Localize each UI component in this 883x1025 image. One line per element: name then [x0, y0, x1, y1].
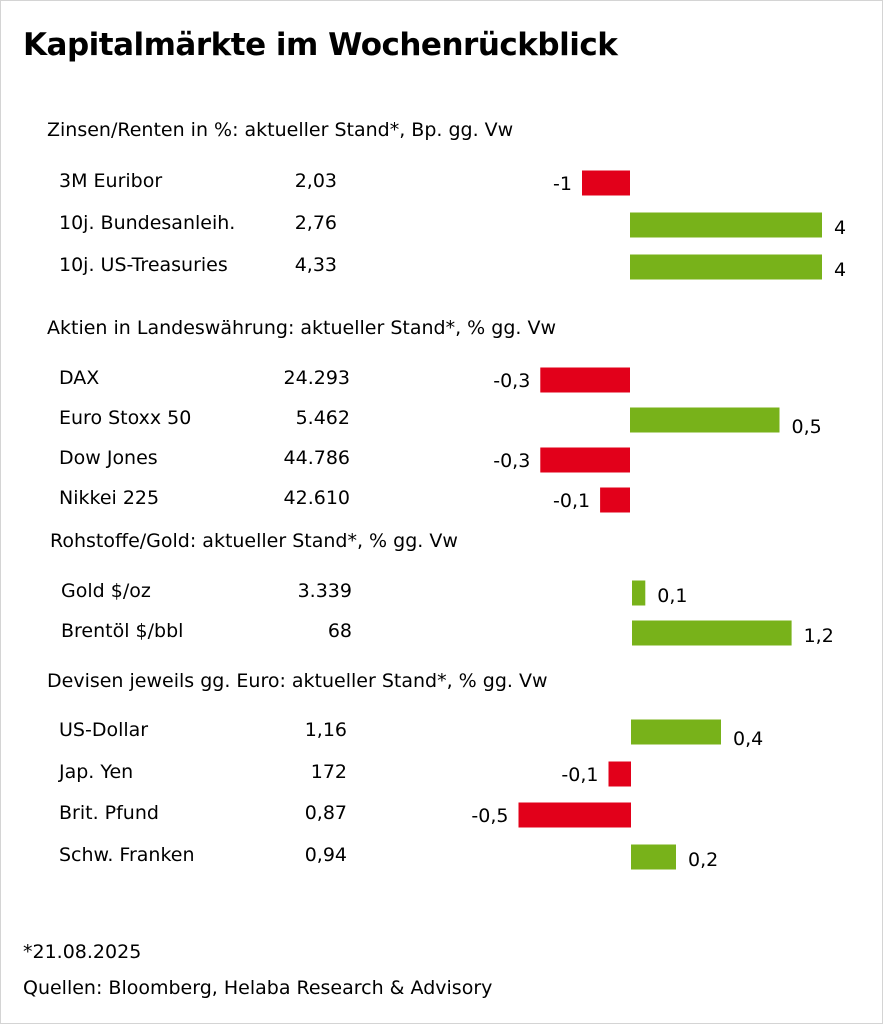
bar-value-label: 0,2 — [688, 849, 718, 871]
bar-value-label: 0,4 — [733, 728, 763, 750]
bar — [600, 487, 630, 513]
row-label: Brit. Pfund — [59, 802, 159, 824]
row-label: 10j. Bundesanleih. — [59, 212, 236, 234]
row-label: Jap. Yen — [59, 761, 134, 783]
row-label: Nikkei 225 — [59, 487, 160, 509]
row-value: 42.610 — [283, 487, 350, 509]
row-label: DAX — [59, 367, 100, 389]
row-label: US-Dollar — [59, 719, 149, 741]
sources-note: Quellen: Bloomberg, Helaba Research & Ad… — [23, 977, 493, 999]
row-label: Schw. Franken — [59, 844, 195, 866]
bar — [518, 802, 631, 828]
row-value: 4,33 — [294, 254, 337, 276]
row-label: Brentöl $/bbl — [61, 620, 184, 642]
row-value: 24.293 — [283, 367, 350, 389]
section-heading: Rohstoffe/Gold: aktueller Stand*, % gg. … — [50, 530, 458, 552]
row-label: Dow Jones — [59, 447, 158, 469]
row-value: 5.462 — [295, 407, 350, 429]
bar-value-label: 4 — [834, 259, 846, 281]
row-value: 172 — [310, 761, 347, 783]
row-value: 0,87 — [304, 802, 347, 824]
section-heading: Devisen jeweils gg. Euro: aktueller Stan… — [47, 670, 548, 692]
row-label: 3M Euribor — [59, 170, 163, 192]
page-title: Kapitalmärkte im Wochenrückblick — [23, 27, 618, 63]
section-heading: Zinsen/Renten in %: aktueller Stand*, Bp… — [47, 119, 514, 141]
bar-value-label: 1,2 — [804, 625, 834, 647]
row-value: 3.339 — [297, 580, 352, 602]
row-label: Gold $/oz — [61, 580, 151, 602]
bar — [630, 212, 822, 238]
row-value: 1,16 — [304, 719, 347, 741]
bar — [582, 170, 630, 196]
row-value: 2,03 — [294, 170, 337, 192]
bar — [631, 719, 721, 745]
row-value: 2,76 — [294, 212, 337, 234]
bar-value-label: -0,1 — [553, 490, 590, 512]
bar — [540, 367, 630, 393]
bar — [630, 407, 780, 433]
section-heading: Aktien in Landeswährung: aktueller Stand… — [47, 317, 556, 339]
bar — [632, 580, 646, 606]
bar-value-label: -0,5 — [471, 805, 508, 827]
bar-value-label: -0,1 — [561, 764, 598, 786]
row-label: 10j. US-Treasuries — [59, 254, 228, 276]
bar-value-label: 4 — [834, 217, 846, 239]
bar — [608, 761, 631, 787]
bar — [632, 620, 792, 646]
bar — [540, 447, 630, 473]
bar-value-label: 0,5 — [792, 416, 822, 438]
bar-value-label: -0,3 — [493, 370, 530, 392]
row-label: Euro Stoxx 50 — [59, 407, 192, 429]
footnote: *21.08.2025 — [23, 941, 142, 963]
bar-value-label: 0,1 — [657, 585, 687, 607]
row-value: 68 — [327, 620, 352, 642]
bar — [630, 254, 822, 280]
bar-value-label: -1 — [553, 173, 572, 195]
bar-value-label: -0,3 — [493, 450, 530, 472]
row-value: 44.786 — [283, 447, 350, 469]
bar — [631, 844, 676, 870]
row-value: 0,94 — [304, 844, 347, 866]
